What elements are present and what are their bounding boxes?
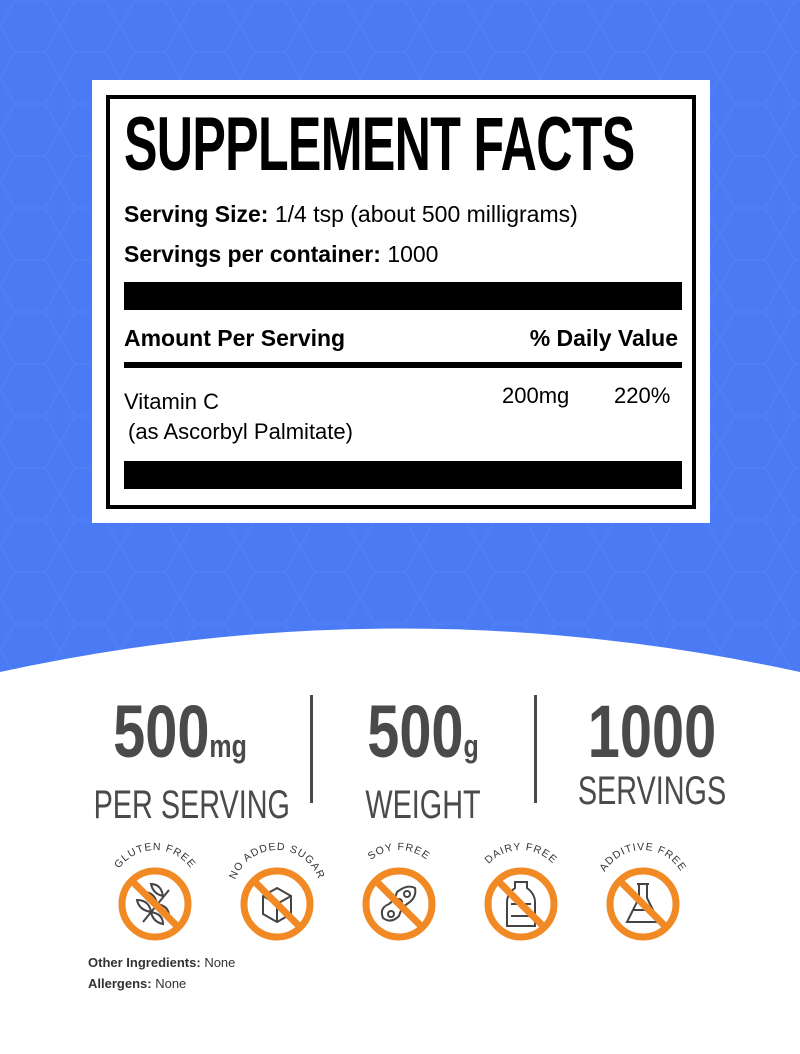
- prohibition-slash: [617, 878, 669, 930]
- nutrient-source: (as Ascorbyl Palmitate): [128, 419, 353, 444]
- facts-title: SUPPLEMENT FACTS: [124, 102, 635, 187]
- stats-row: 500mg PER SERVING 500g WEIGHT 1000 SERVI…: [0, 690, 800, 828]
- badge-gluten-free: GLUTEN FREE: [100, 835, 210, 945]
- other-ingredients: Other Ingredients: None: [88, 955, 236, 970]
- divider: [534, 695, 537, 803]
- stat-per-serving: 500mg PER SERVING: [93, 690, 290, 828]
- badge-label: DAIRY FREE: [482, 841, 559, 866]
- prohibition-circle: [606, 867, 680, 941]
- amount-header: Amount Per Serving: [124, 325, 346, 351]
- dv-header: % Daily Value: [529, 325, 678, 351]
- servings-per-container: Servings per container: 1000: [124, 241, 439, 267]
- prohibition-slash: [129, 878, 181, 930]
- prohibition-circle: [362, 867, 436, 941]
- serving-size: Serving Size: 1/4 tsp (about 500 milligr…: [124, 201, 578, 227]
- prohibition-slash: [373, 878, 425, 930]
- allergens: Allergens: None: [88, 976, 187, 991]
- badge-label: NO ADDED SUGAR: [227, 841, 327, 881]
- divider-thick-bottom: [124, 461, 682, 489]
- divider: [310, 695, 313, 803]
- nutrient-amount: 200mg: [502, 383, 570, 408]
- nutrient-dv: 220%: [614, 383, 671, 408]
- prohibition-slash: [251, 878, 303, 930]
- badge-label: SOY FREE: [366, 841, 433, 863]
- soybean-icon: [380, 885, 417, 922]
- badge-soy-free: SOY FREE: [344, 835, 454, 945]
- stat-servings: 1000 SERVINGS: [577, 690, 727, 814]
- prohibition-circle: [484, 867, 558, 941]
- stat-weight: 500g WEIGHT: [365, 690, 481, 828]
- supplement-facts-panel: SUPPLEMENT FACTS Serving Size: 1/4 tsp (…: [92, 80, 710, 523]
- badge-additive-free: ADDITIVE FREE: [588, 835, 698, 945]
- prohibition-circle: [240, 867, 314, 941]
- nutrient-name: Vitamin C: [124, 389, 219, 414]
- prohibition-slash: [495, 878, 547, 930]
- divider: [124, 362, 682, 368]
- badge-dairy-free: DAIRY FREE: [466, 835, 576, 945]
- divider-thick: [124, 282, 682, 310]
- badge-label: GLUTEN FREE: [112, 841, 198, 871]
- badge-no-added-sugar: NO ADDED SUGAR: [222, 835, 332, 945]
- prohibition-circle: [118, 867, 192, 941]
